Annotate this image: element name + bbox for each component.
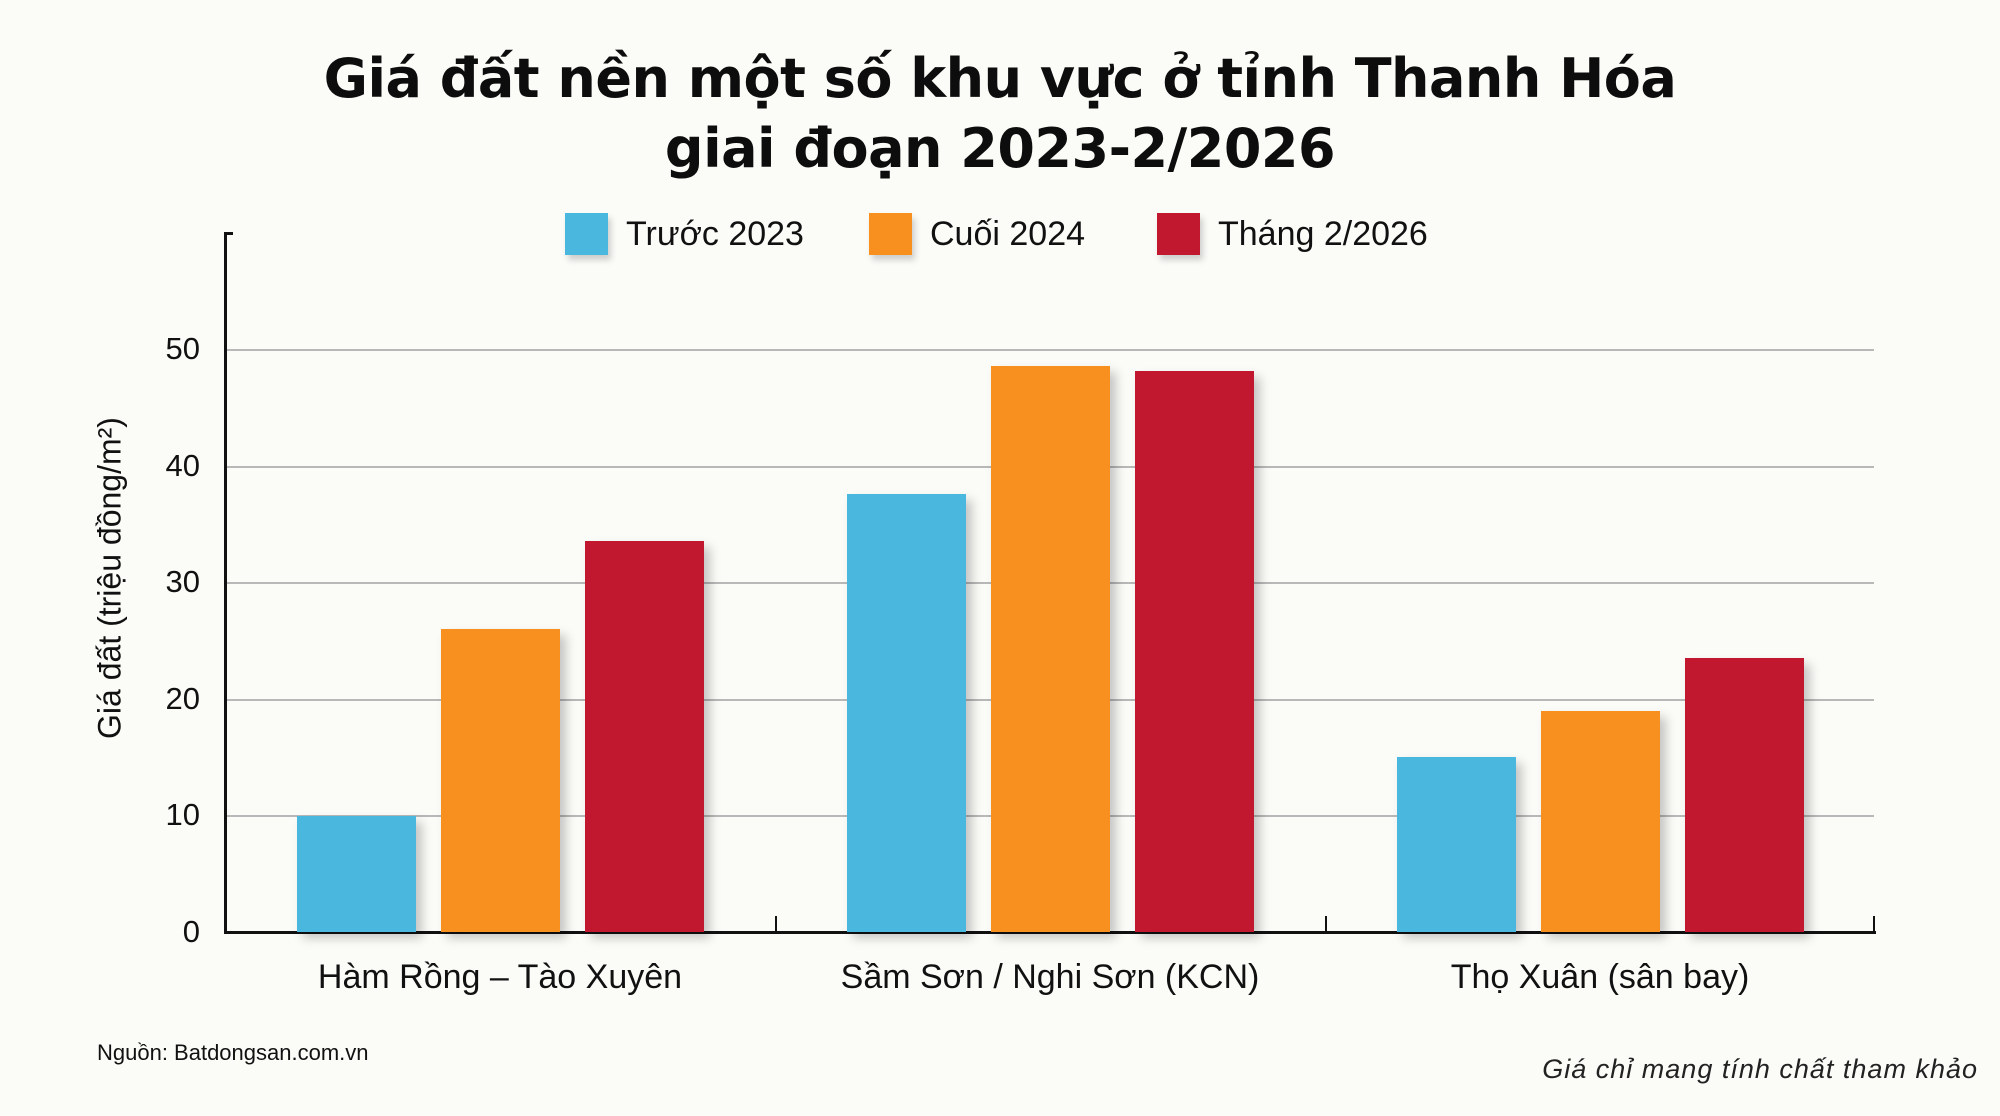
chart-title: Giá đất nền một số khu vực ở tỉnh Thanh … [0, 44, 2000, 184]
x-label-sam-son: Sầm Sơn / Nghi Sơn (KCN) [840, 958, 1260, 996]
legend-item-thang-2-2026: Tháng 2/2026 [1157, 212, 1428, 256]
legend-swatch-orange [869, 213, 912, 255]
y-tick-label: 0 [182, 914, 200, 949]
chart-title-line1: Giá đất nền một số khu vực ở tỉnh Thanh … [323, 47, 1677, 110]
legend-label: Cuối 2024 [930, 214, 1086, 253]
legend-swatch-red [1157, 213, 1200, 255]
bar [991, 366, 1110, 932]
source-note: Nguồn: Batdongsan.com.vn [97, 1040, 369, 1065]
bar [847, 494, 966, 932]
legend-label: Trước 2023 [626, 214, 804, 253]
y-tick-label: 30 [165, 564, 200, 599]
y-tick-label: 50 [165, 331, 200, 366]
legend-label: Tháng 2/2026 [1218, 214, 1428, 253]
x-label-ham-rong: Hàm Rồng – Tào Xuyên [317, 958, 683, 996]
disclaimer-note: Giá chỉ mang tính chất tham khảo [1542, 1054, 1978, 1084]
chart-title-line2: giai đoạn 2023-2/2026 [664, 117, 1336, 180]
bar [297, 815, 416, 932]
y-tick-label: 10 [165, 797, 200, 832]
bar [1135, 370, 1254, 932]
x-tick [1325, 916, 1327, 932]
x-tick [775, 916, 777, 932]
y-axis-line [224, 232, 227, 934]
y-axis-title: Giá đất (triệu đồng/m²) [91, 417, 128, 739]
legend-swatch-blue [565, 213, 608, 255]
bar [1541, 710, 1660, 932]
x-label-tho-xuan: Thọ Xuân (sân bay) [1450, 958, 1750, 996]
x-tick [1873, 916, 1875, 932]
bar [1397, 757, 1516, 932]
legend: Trước 2023 Cuối 2024 Tháng 2/2026 [0, 212, 2000, 256]
bar [585, 540, 704, 932]
y-axis-cap [224, 232, 233, 235]
x-axis-line [224, 931, 1876, 934]
gridline-50 [227, 349, 1874, 351]
y-tick-label: 40 [165, 448, 200, 483]
legend-item-truoc-2023: Trước 2023 [565, 212, 804, 256]
bar [1685, 658, 1804, 932]
legend-item-cuoi-2024: Cuối 2024 [869, 212, 1085, 256]
bar [441, 629, 560, 932]
y-tick-label: 20 [165, 681, 200, 716]
